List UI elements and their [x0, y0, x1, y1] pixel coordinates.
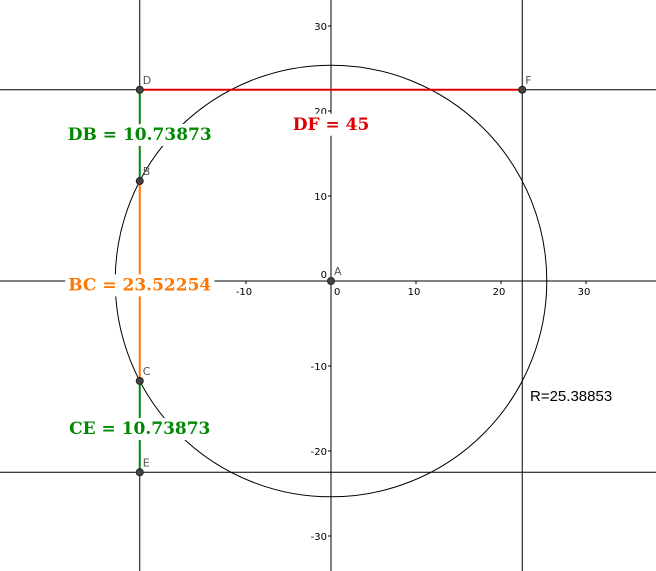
- measurement-text: CE = 10.73873: [69, 419, 210, 439]
- point-label-d: D: [143, 74, 151, 87]
- measurement-labels: DF = 45 DB = 10.73873 BC = 23.52254 CE = 10…: [64, 113, 373, 441]
- y-tick-label: -30: [311, 532, 327, 543]
- x-tick-label: 10: [408, 287, 421, 298]
- measurement-db: DB = 10.73873: [64, 123, 215, 146]
- measurement-text: DB = 10.73873: [68, 125, 212, 145]
- points: A D F B C E: [135, 74, 532, 477]
- measurement-bc: BC = 23.52254: [65, 274, 215, 297]
- label-background: [64, 123, 215, 146]
- point-label-f: F: [525, 74, 531, 87]
- y-tick-label: 10: [314, 192, 327, 203]
- x-tick-label: 30: [578, 287, 591, 298]
- point-c[interactable]: [135, 376, 144, 385]
- y-tick-label: -10: [311, 362, 327, 373]
- measurement-text: BC = 23.52254: [68, 275, 211, 295]
- point-a[interactable]: [327, 277, 335, 285]
- point-label-e: E: [143, 456, 150, 469]
- point-label-c: C: [143, 365, 151, 378]
- point-d[interactable]: [135, 85, 144, 94]
- radius-label: R=25.38853: [530, 388, 612, 405]
- x-tick-label: 0: [334, 287, 340, 298]
- label-background: [66, 418, 214, 441]
- origin-label: 0: [321, 270, 327, 281]
- y-tick-label: -20: [311, 447, 327, 458]
- point-label-a: A: [334, 265, 342, 278]
- y-tick-label: 30: [314, 22, 327, 33]
- point-label-b: B: [143, 165, 151, 178]
- point-f[interactable]: [518, 85, 527, 94]
- label-background: [289, 113, 373, 136]
- point-b[interactable]: [135, 177, 144, 186]
- y-tick-label: 20: [314, 107, 327, 118]
- label-background: [65, 274, 215, 297]
- measurement-text: DF = 45: [293, 115, 370, 135]
- point-e[interactable]: [135, 468, 144, 477]
- x-tick-label: -10: [236, 287, 252, 298]
- x-tick-label: 20: [493, 287, 506, 298]
- measurement-ce: CE = 10.73873: [66, 418, 214, 441]
- measurement-df: DF = 45: [289, 113, 373, 136]
